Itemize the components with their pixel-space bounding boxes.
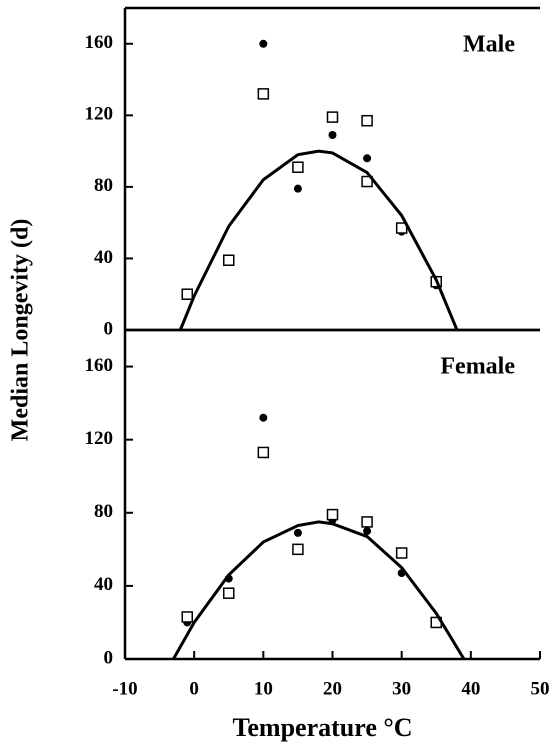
y-tick-label: 0 bbox=[104, 647, 114, 668]
point bbox=[326, 111, 339, 123]
point bbox=[328, 131, 337, 140]
y-tick-label: 120 bbox=[85, 104, 114, 125]
point bbox=[293, 184, 302, 193]
x-tick-label: 50 bbox=[531, 678, 550, 699]
point bbox=[259, 413, 268, 422]
y-tick-label: 160 bbox=[85, 355, 114, 376]
x-axis-label: Temperature °C bbox=[232, 713, 412, 742]
x-tick-label: 10 bbox=[254, 678, 273, 699]
fit-curve bbox=[172, 520, 466, 660]
y-tick-label: 120 bbox=[85, 428, 114, 449]
y-axis-label: Median Longevity (d) bbox=[8, 219, 34, 442]
panel-label: Female bbox=[440, 354, 515, 380]
point bbox=[395, 547, 408, 559]
x-tick-label: 20 bbox=[323, 678, 342, 699]
y-tick-label: 80 bbox=[94, 175, 113, 196]
point bbox=[181, 611, 193, 623]
y-tick-label: 40 bbox=[94, 574, 113, 595]
point bbox=[363, 154, 372, 163]
point bbox=[223, 587, 235, 599]
y-tick-label: 160 bbox=[85, 32, 114, 53]
x-tick-label: 40 bbox=[461, 678, 480, 699]
point bbox=[181, 288, 193, 300]
point bbox=[223, 254, 235, 266]
x-tick-label: -10 bbox=[112, 678, 137, 699]
point bbox=[293, 528, 302, 537]
y-tick-label: 40 bbox=[94, 247, 113, 268]
point bbox=[363, 527, 372, 536]
x-tick-label: 0 bbox=[189, 678, 199, 699]
x-tick-label: 30 bbox=[392, 678, 411, 699]
point bbox=[361, 114, 373, 127]
point bbox=[259, 39, 268, 48]
y-tick-label: 80 bbox=[94, 501, 113, 522]
point bbox=[395, 222, 408, 234]
point bbox=[361, 516, 373, 528]
point bbox=[326, 508, 339, 521]
fit-curve bbox=[178, 149, 459, 331]
panel-label: Male bbox=[463, 32, 515, 58]
y-tick-label: 0 bbox=[104, 318, 114, 339]
point bbox=[257, 88, 270, 100]
point bbox=[361, 175, 373, 188]
point bbox=[292, 543, 304, 556]
point bbox=[257, 446, 270, 459]
point bbox=[292, 161, 304, 173]
